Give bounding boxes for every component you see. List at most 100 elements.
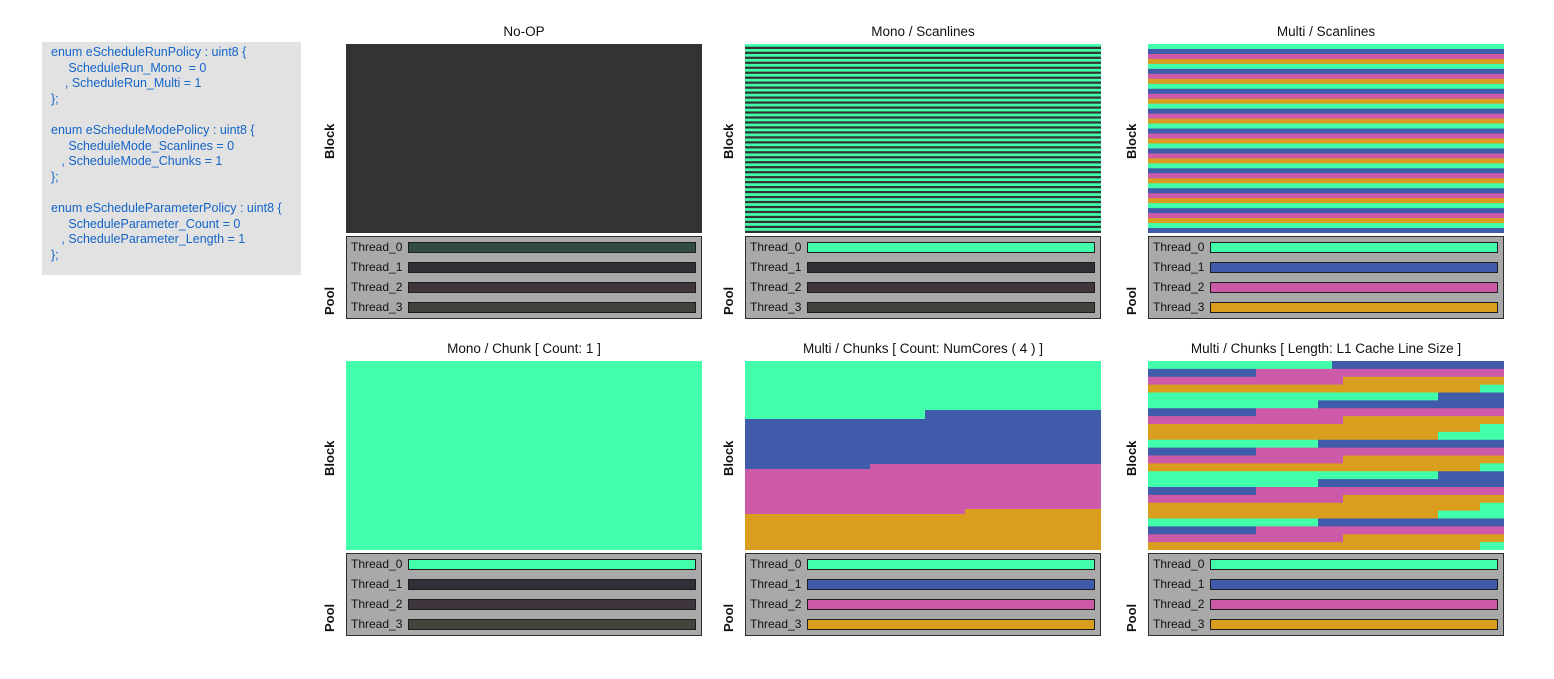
chunk [1332,361,1504,370]
block-background [346,44,702,233]
scanline [745,123,1101,127]
scanline [1148,193,1504,199]
thread-pool: Thread_0 Thread_1 Thread_2 Thread_3 [1148,236,1504,319]
thread-name: Thread_2 [750,597,802,611]
block-view [346,44,702,233]
scanline [745,188,1101,191]
thread-row: Thread_2 [1149,594,1503,614]
thread-pool: Thread_0 Thread_1 Thread_2 Thread_3 [346,236,702,319]
block-view [1148,44,1504,233]
scanline [745,178,1101,182]
block-canvas [745,44,1101,233]
chunk [745,361,1101,410]
chunk [1148,510,1438,519]
chunk [1148,502,1480,512]
scanline [1148,73,1504,80]
scanline [745,168,1101,172]
scanline [1148,143,1504,149]
thread-pool: Thread_0 Thread_1 Thread_2 Thread_3 [745,553,1101,636]
thread-name: Thread_3 [1153,300,1205,314]
code-line: ScheduleParameter_Count = 0 [51,216,241,231]
scanline [745,153,1101,157]
chunk [346,361,702,550]
pool-axis-label: Pool [322,286,337,315]
chunk [1148,392,1438,401]
scanline [745,183,1101,186]
thread-activity-bar [807,599,1095,610]
chunk [870,464,1101,469]
scanline [745,193,1101,196]
scanline [745,158,1101,162]
scanline [1148,108,1504,115]
chunk [1148,424,1480,433]
scanline [1148,93,1504,100]
thread-activity-bar [807,282,1095,293]
thread-name: Thread_1 [750,260,802,274]
scanline [1148,88,1504,95]
thread-activity-bar [1210,242,1498,253]
code-line: ScheduleRun_Mono = 0 [51,60,207,75]
block-view [745,44,1101,233]
thread-name: Thread_2 [351,280,403,294]
chunk [1148,542,1480,550]
block-canvas [1148,361,1504,550]
scanline [1148,68,1504,75]
chunk [1438,431,1504,441]
scanline [1148,218,1504,224]
scanline [745,148,1101,152]
chunk [745,410,1101,469]
chunk [1438,392,1504,401]
scanline [1148,208,1504,214]
thread-row: Thread_3 [347,297,701,317]
chunk [1256,447,1504,456]
chunk [1148,439,1318,449]
scanline [745,208,1101,211]
chunk [1148,534,1343,543]
thread-row: Thread_0 [347,237,701,257]
scanline [745,53,1101,57]
thread-row: Thread_2 [1149,277,1503,297]
thread-pool: Thread_0 Thread_1 Thread_2 Thread_3 [346,553,702,636]
thread-name: Thread_3 [351,300,403,314]
thread-row: Thread_3 [1149,297,1503,317]
thread-pool: Thread_0 Thread_1 Thread_2 Thread_3 [745,236,1101,319]
scanline [745,228,1101,231]
thread-activity-bar [1210,302,1498,313]
thread-row: Thread_0 [1149,237,1503,257]
scanline [745,173,1101,177]
thread-row: Thread_1 [746,257,1100,277]
chunk [1148,526,1256,535]
scanline [1148,48,1504,55]
thread-name: Thread_3 [750,300,802,314]
block-axis-label: Block [721,440,736,476]
scanline [745,58,1101,62]
chunk [1343,416,1504,425]
code-line: , ScheduleMode_Chunks = 1 [51,154,223,169]
chunk [1148,463,1480,472]
scanline [1148,148,1504,154]
block-axis-label: Block [1124,440,1139,476]
scanline [745,128,1101,132]
panel-title: Multi / Chunks [ Count: NumCores ( 4 ) ] [802,341,1044,356]
code-line: enum eScheduleParameterPolicy : uint8 { [51,200,282,215]
thread-activity-bar [1210,559,1498,570]
code-line: }; [51,91,59,106]
thread-activity-bar [807,302,1095,313]
scanline [1148,188,1504,194]
thread-row: Thread_1 [1149,574,1503,594]
chunk [1148,368,1256,378]
scanline [1148,173,1504,179]
thread-name: Thread_1 [1153,577,1205,591]
thread-activity-bar [807,262,1095,273]
chunk [1480,384,1504,393]
thread-name: Thread_1 [351,260,403,274]
scanline [1148,113,1504,120]
thread-name: Thread_3 [750,617,802,631]
thread-activity-bar [1210,579,1498,590]
chunk [1148,447,1256,456]
thread-activity-bar [807,619,1095,630]
scanline [1148,203,1504,209]
thread-activity-bar [807,559,1095,570]
scanline [1148,98,1504,105]
pool-axis-label: Pool [1124,603,1139,632]
